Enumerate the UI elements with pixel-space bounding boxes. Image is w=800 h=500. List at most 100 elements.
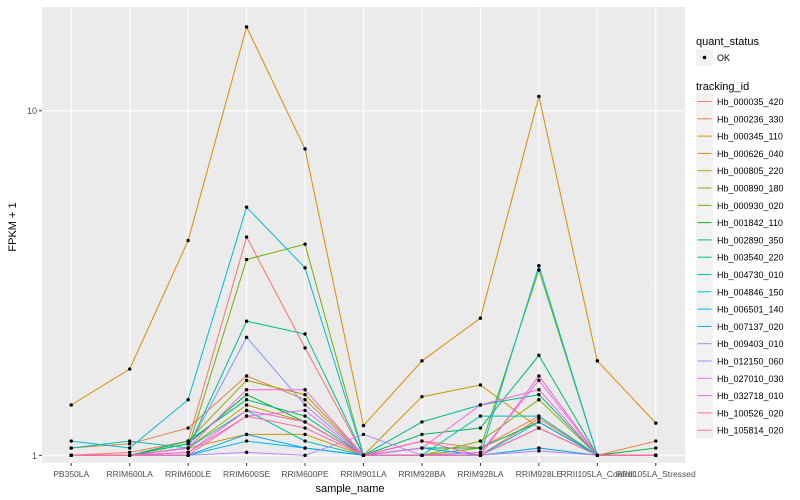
- data-point-Hb_004846_150: [186, 398, 190, 402]
- data-point-Hb_004846_150: [127, 446, 132, 450]
- legend-label-Hb_009403_010: Hb_009403_010: [717, 339, 784, 349]
- data-point-Hb_000345_110: [537, 94, 541, 99]
- data-point-Hb_000035_420: [303, 346, 307, 350]
- shape-legend-title: quant_status: [696, 36, 759, 48]
- y-axis-label: FPKM + 1: [7, 202, 19, 251]
- data-point-Hb_012150_060: [361, 432, 366, 437]
- legend-label-Hb_012150_060: Hb_012150_060: [717, 357, 784, 367]
- data-point-Hb_007137_020: [244, 432, 249, 437]
- x-tick-label: RRIM600LA: [107, 469, 154, 479]
- data-point-Hb_000236_330: [244, 374, 249, 378]
- data-point-Hb_004730_010: [69, 446, 73, 450]
- data-point-Hb_105814_020: [186, 453, 190, 458]
- data-point-Hb_004846_150: [537, 264, 541, 268]
- data-point-Hb_004846_150: [69, 439, 73, 443]
- data-point-Hb_001842_110: [244, 392, 249, 397]
- data-point-Hb_000035_420: [244, 235, 249, 239]
- data-point-Hb_105814_020: [595, 453, 600, 458]
- x-tick-label: RRIM600SE: [223, 469, 271, 479]
- data-point-Hb_004730_010: [478, 414, 483, 418]
- data-point-Hb_003540_220: [244, 319, 249, 323]
- data-point-Hb_105814_020: [420, 453, 424, 458]
- y-tick-label: 10: [27, 106, 37, 116]
- data-point-Hb_000236_330: [303, 398, 307, 402]
- data-point-Hb_032718_010: [537, 388, 541, 392]
- data-point-Hb_032718_010: [186, 446, 190, 450]
- legend-label-Hb_032718_010: Hb_032718_010: [717, 391, 784, 401]
- data-point-Hb_000626_040: [303, 432, 307, 437]
- data-point-Hb_100526_020: [420, 439, 424, 443]
- data-point-Hb_000345_110: [303, 147, 307, 151]
- data-point-Hb_032718_010: [420, 446, 424, 450]
- data-point-Hb_100526_020: [244, 408, 249, 413]
- data-point-Hb_006501_140: [244, 439, 249, 443]
- legend-label-Hb_004846_150: Hb_004846_150: [717, 287, 784, 297]
- x-axis: PB350LA RRIM600LA RRIM600LE RRIM600SE RRIM60…: [53, 463, 696, 479]
- data-point-Hb_000345_110: [478, 316, 483, 320]
- data-point-Hb_000236_330: [127, 442, 132, 446]
- x-axis-label: sample_name: [315, 483, 384, 495]
- data-point-Hb_002890_350: [186, 439, 190, 443]
- x-tick-label: RRIM928LA: [457, 469, 504, 479]
- legend-label-Hb_100526_020: Hb_100526_020: [717, 408, 784, 418]
- data-point-Hb_000930_020: [244, 257, 249, 262]
- data-point-Hb_105814_020: [244, 414, 249, 418]
- data-point-Hb_002890_350: [244, 398, 249, 402]
- data-point-Hb_000345_110: [595, 359, 600, 363]
- data-point-Hb_001842_110: [478, 446, 483, 450]
- data-point-Hb_002890_350: [303, 414, 307, 418]
- data-point-Hb_003540_220: [537, 392, 541, 397]
- data-point-Hb_105814_020: [361, 453, 366, 458]
- data-point-Hb_002890_350: [537, 353, 541, 358]
- legend-label-Hb_000626_040: Hb_000626_040: [717, 149, 784, 159]
- legend-label-Hb_000345_110: Hb_000345_110: [717, 132, 783, 142]
- data-point-Hb_000626_040: [420, 394, 424, 399]
- data-point-Hb_000236_330: [186, 426, 190, 430]
- x-tick-label: RRIM928LE: [516, 469, 563, 479]
- x-tick-label: RRIM928BA: [398, 469, 446, 479]
- data-point-Hb_000345_110: [654, 421, 658, 425]
- data-point-Hb_032718_010: [303, 388, 307, 392]
- data-point-Hb_004730_010: [537, 414, 541, 418]
- data-point-Hb_105814_020: [127, 453, 132, 458]
- data-point-Hb_000345_110: [361, 423, 366, 428]
- legend-label-Hb_003540_220: Hb_003540_220: [717, 253, 784, 263]
- data-point-Hb_000345_110: [186, 238, 190, 243]
- data-point-Hb_000345_110: [420, 359, 424, 363]
- data-point-Hb_000345_110: [244, 25, 249, 29]
- legend-label-Hb_006501_140: Hb_006501_140: [717, 305, 784, 315]
- data-point-Hb_001842_110: [654, 446, 658, 450]
- data-point-Hb_000890_180: [244, 378, 249, 383]
- data-point-Hb_027010_030: [303, 408, 307, 413]
- legend-label-Hb_000236_330: Hb_000236_330: [717, 114, 784, 124]
- data-point-Hb_100526_020: [537, 374, 541, 378]
- data-point-Hb_032718_010: [244, 388, 249, 392]
- legend-label-Hb_000930_020: Hb_000930_020: [717, 201, 784, 211]
- data-point-Hb_007137_020: [537, 420, 541, 424]
- x-tick-label: RRIM600PE: [281, 469, 329, 479]
- data-point-Hb_001842_110: [186, 442, 190, 446]
- data-point-Hb_004730_010: [127, 439, 132, 443]
- legend-label-Hb_000805_220: Hb_000805_220: [717, 166, 784, 176]
- legend: quant_status OK tracking_id Hb_000035_42…: [696, 36, 784, 439]
- legend-label-Hb_004730_010: Hb_004730_010: [717, 270, 784, 280]
- data-point-Hb_000805_220: [244, 403, 249, 407]
- data-point-Hb_105814_020: [69, 453, 73, 458]
- data-point-Hb_105814_020: [478, 453, 483, 458]
- legend-label-Hb_000890_180: Hb_000890_180: [717, 184, 784, 194]
- data-point-Hb_105814_020: [537, 426, 541, 430]
- data-point-Hb_004730_010: [303, 439, 307, 443]
- data-point-Hb_009403_010: [303, 403, 307, 407]
- x-tick-label: RRIM600LE: [165, 469, 212, 479]
- data-point-Hb_100526_020: [303, 420, 307, 424]
- data-point-Hb_105814_020: [654, 453, 658, 458]
- data-point-Hb_105814_020: [303, 426, 307, 430]
- data-point-Hb_027010_030: [537, 378, 541, 383]
- color-legend-title: tracking_id: [696, 81, 749, 93]
- data-point-Hb_000035_420: [127, 450, 132, 455]
- legend-label-Hb_007137_020: Hb_007137_020: [717, 322, 784, 332]
- data-point-Hb_000930_020: [303, 242, 307, 246]
- data-point-Hb_027010_030: [478, 450, 483, 455]
- data-point-Hb_000890_180: [537, 398, 541, 402]
- data-point-Hb_000930_020: [537, 268, 541, 272]
